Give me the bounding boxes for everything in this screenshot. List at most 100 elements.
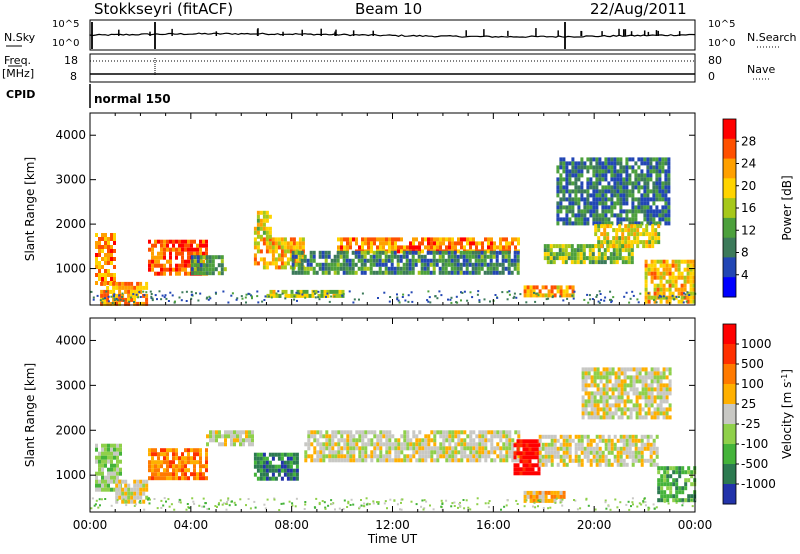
power-speckle [261, 300, 264, 303]
power-cell [193, 267, 197, 272]
power-cell [369, 258, 373, 263]
power-cell [556, 177, 560, 182]
power-cell [559, 205, 563, 210]
power-cell [552, 256, 556, 261]
velocity-cell [463, 454, 467, 459]
power-speckle [361, 292, 364, 295]
power-cell [504, 258, 508, 263]
velocity-speckle [346, 506, 349, 508]
power-cell [585, 244, 589, 249]
velocity-cell [391, 458, 395, 463]
power-cell [603, 228, 607, 233]
velocity-cell [628, 446, 632, 451]
velocity-cell [544, 454, 548, 459]
velocity-cell [665, 367, 669, 372]
power-cell [667, 209, 671, 214]
power-cell [432, 250, 436, 255]
velocity-cell [562, 494, 566, 499]
velocity-cell [113, 479, 116, 484]
velocity-cell [616, 454, 620, 459]
power-cell [619, 169, 623, 174]
power-cell [127, 285, 131, 290]
power-speckle [440, 294, 443, 297]
velocity-cell [397, 442, 401, 447]
power-cell [256, 210, 260, 215]
power-cell [98, 261, 101, 265]
power-cell [107, 249, 110, 253]
power-cell [607, 165, 611, 170]
velocity-speckle [362, 504, 365, 507]
power-cell [595, 201, 599, 206]
velocity-cell [277, 468, 281, 473]
velocity-cell [655, 462, 659, 467]
power-cell [337, 237, 340, 242]
velocity-speckle [429, 504, 431, 507]
velocity-cell [581, 383, 585, 388]
power-cell [408, 270, 412, 275]
power-cell [402, 270, 406, 275]
power-cell [580, 193, 584, 198]
power-cell [652, 189, 656, 194]
velocity-cell [466, 446, 470, 451]
power-cell [415, 237, 418, 242]
power-cell [601, 221, 605, 226]
velocity-cell [602, 391, 606, 396]
velocity-cell [307, 434, 311, 439]
velocity-cell [635, 367, 639, 372]
power-cell [460, 245, 463, 250]
velocity-cell [328, 446, 332, 451]
velocity-cell [584, 403, 588, 408]
velocity-cell [617, 399, 621, 404]
power-speckle [230, 294, 233, 297]
power-cell [571, 157, 575, 162]
velocity-cell [352, 450, 356, 455]
velocity-speckle [367, 503, 370, 506]
power-cell [290, 293, 294, 298]
power-cell [559, 189, 563, 194]
velocity-cell [460, 450, 464, 455]
velocity-cell [346, 442, 350, 447]
power-cell [187, 271, 190, 276]
velocity-cell [565, 450, 569, 455]
velocity-cell [605, 415, 609, 420]
power-cell [202, 267, 206, 272]
velocity-cell [460, 446, 464, 451]
velocity-cell [519, 467, 523, 472]
power-cell [577, 213, 581, 218]
velocity-cell [537, 467, 541, 472]
power-cell [373, 241, 376, 246]
velocity-cell [340, 430, 344, 435]
power-speckle [270, 296, 273, 299]
power-cell [98, 269, 101, 273]
power-cell [595, 221, 599, 226]
velocity-cell [265, 460, 269, 465]
power-cell [556, 189, 560, 194]
velocity-speckle [515, 499, 518, 502]
power-cell [426, 262, 430, 267]
velocity-cell [328, 454, 332, 459]
velocity-cell [519, 455, 523, 460]
power-cell [333, 270, 337, 275]
power-cell [658, 177, 662, 182]
power-cell [495, 270, 499, 275]
velocity-cell [605, 367, 609, 372]
power-cell [109, 301, 113, 306]
velocity-cell [608, 371, 612, 376]
power-cell [595, 185, 599, 190]
power-cell [630, 252, 634, 257]
velocity-cell [95, 455, 98, 460]
power-speckle [572, 297, 575, 300]
power-speckle [377, 297, 379, 299]
power-speckle [573, 290, 576, 293]
power-speckle [318, 298, 321, 301]
power-cell [612, 256, 616, 261]
power-cell [646, 185, 650, 190]
power-speckle [325, 295, 327, 298]
velocity-cell [484, 430, 488, 435]
velocity-cell [370, 450, 374, 455]
power-cell [256, 241, 260, 246]
power-cell [301, 245, 305, 250]
power-cell [305, 289, 309, 294]
power-cell [166, 243, 169, 248]
velocity-cell [322, 454, 326, 459]
